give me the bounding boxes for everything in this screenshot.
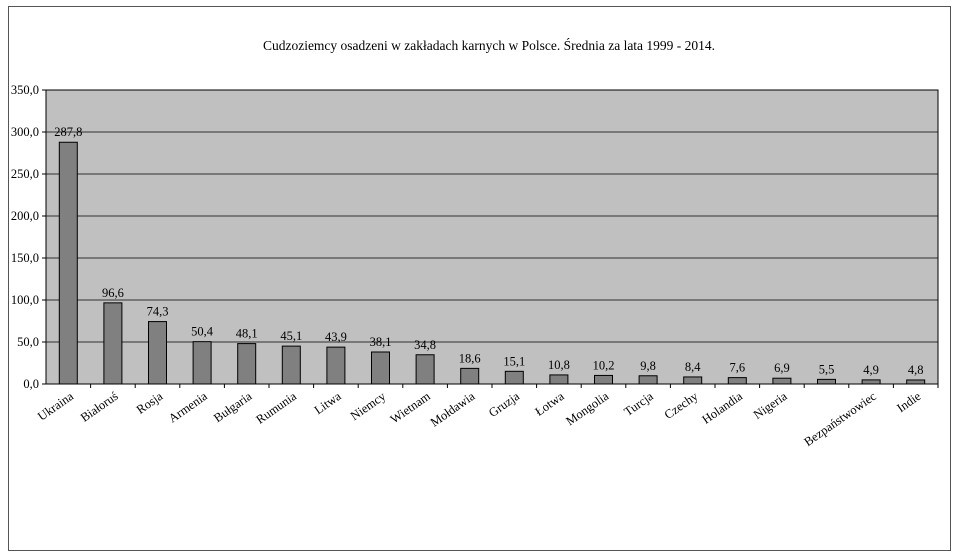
data-label: 96,6 — [102, 286, 124, 300]
bar — [861, 379, 881, 385]
bar — [371, 351, 390, 385]
plot-background — [45, 89, 939, 385]
bar — [326, 346, 346, 385]
y-tick-label: 50,0 — [17, 335, 39, 349]
y-tick-label: 200,0 — [11, 209, 39, 223]
x-tick-label: Nigeria — [751, 389, 790, 422]
plot-area: 0,0 50,0 100,0 150,0 200,0 250,0 300,0 350,0 287… — [11, 83, 939, 449]
bar — [237, 343, 257, 385]
y-tick-label: 300,0 — [11, 125, 39, 139]
y-tick-label: 100,0 — [11, 293, 39, 307]
data-label: 18,6 — [459, 351, 481, 365]
x-tick-label: Łotwa — [532, 389, 567, 419]
x-tick-label: Indie — [894, 389, 923, 415]
data-label: 7,6 — [729, 361, 745, 375]
x-tick-label: Mongolia — [563, 389, 611, 429]
bar — [906, 379, 926, 385]
x-tick-label: Wietnam — [388, 389, 433, 427]
x-tick-label: Rumunia — [253, 389, 299, 427]
bar — [192, 341, 212, 385]
data-label: 48,1 — [236, 327, 258, 341]
bar — [281, 345, 301, 385]
x-tick-label: Mołdawia — [428, 389, 478, 430]
data-label: 34,8 — [414, 338, 436, 352]
x-tick-label: Bezpaństwowiec — [801, 389, 879, 449]
x-tick-label: Turcja — [621, 389, 656, 419]
y-tick-label: 350,0 — [11, 83, 39, 97]
x-tick-label: Gruzja — [486, 389, 522, 420]
bar — [549, 374, 569, 385]
chart-title: Cudzoziemcy osadzeni w zakładach karnych… — [263, 38, 715, 53]
data-label: 4,9 — [863, 363, 879, 377]
data-label: 8,4 — [685, 360, 701, 374]
bar — [504, 370, 524, 385]
x-tick-label: Ukraina — [35, 389, 76, 424]
data-label: 10,2 — [593, 358, 615, 372]
data-label: 287,8 — [54, 125, 82, 139]
data-label: 4,8 — [908, 363, 924, 377]
bar — [415, 354, 435, 385]
data-label: 9,8 — [640, 359, 656, 373]
x-tick-label: Litwa — [312, 389, 344, 417]
bar — [58, 141, 78, 385]
x-tick-label: Czechy — [662, 389, 701, 422]
data-label: 10,8 — [548, 358, 570, 372]
bar — [594, 374, 613, 385]
bar — [638, 375, 658, 385]
data-label: 38,1 — [370, 335, 392, 349]
x-tick-label: Holandia — [699, 389, 745, 427]
x-tick-label: Armenia — [166, 389, 210, 426]
bar — [727, 377, 747, 385]
data-label: 50,4 — [191, 325, 214, 339]
x-tick-label: Rosja — [134, 389, 166, 417]
x-tick-label: Bułgaria — [211, 389, 255, 425]
data-label: 15,1 — [503, 354, 525, 368]
y-tick-label: 0,0 — [23, 377, 39, 391]
data-label: 74,3 — [147, 305, 169, 319]
bar — [148, 321, 167, 385]
bar — [460, 367, 480, 385]
y-tick-label: 150,0 — [11, 251, 39, 265]
bar — [817, 378, 836, 385]
bar — [683, 376, 703, 385]
data-label: 45,1 — [280, 329, 302, 343]
data-label: 6,9 — [774, 361, 790, 375]
x-tick-label: Białoruś — [78, 389, 121, 425]
y-tick-label: 250,0 — [11, 167, 39, 181]
data-label: 43,9 — [325, 330, 347, 344]
data-label: 5,5 — [819, 362, 835, 376]
bar — [772, 377, 792, 385]
bar — [103, 302, 123, 385]
x-tick-label: Niemcy — [348, 389, 389, 424]
